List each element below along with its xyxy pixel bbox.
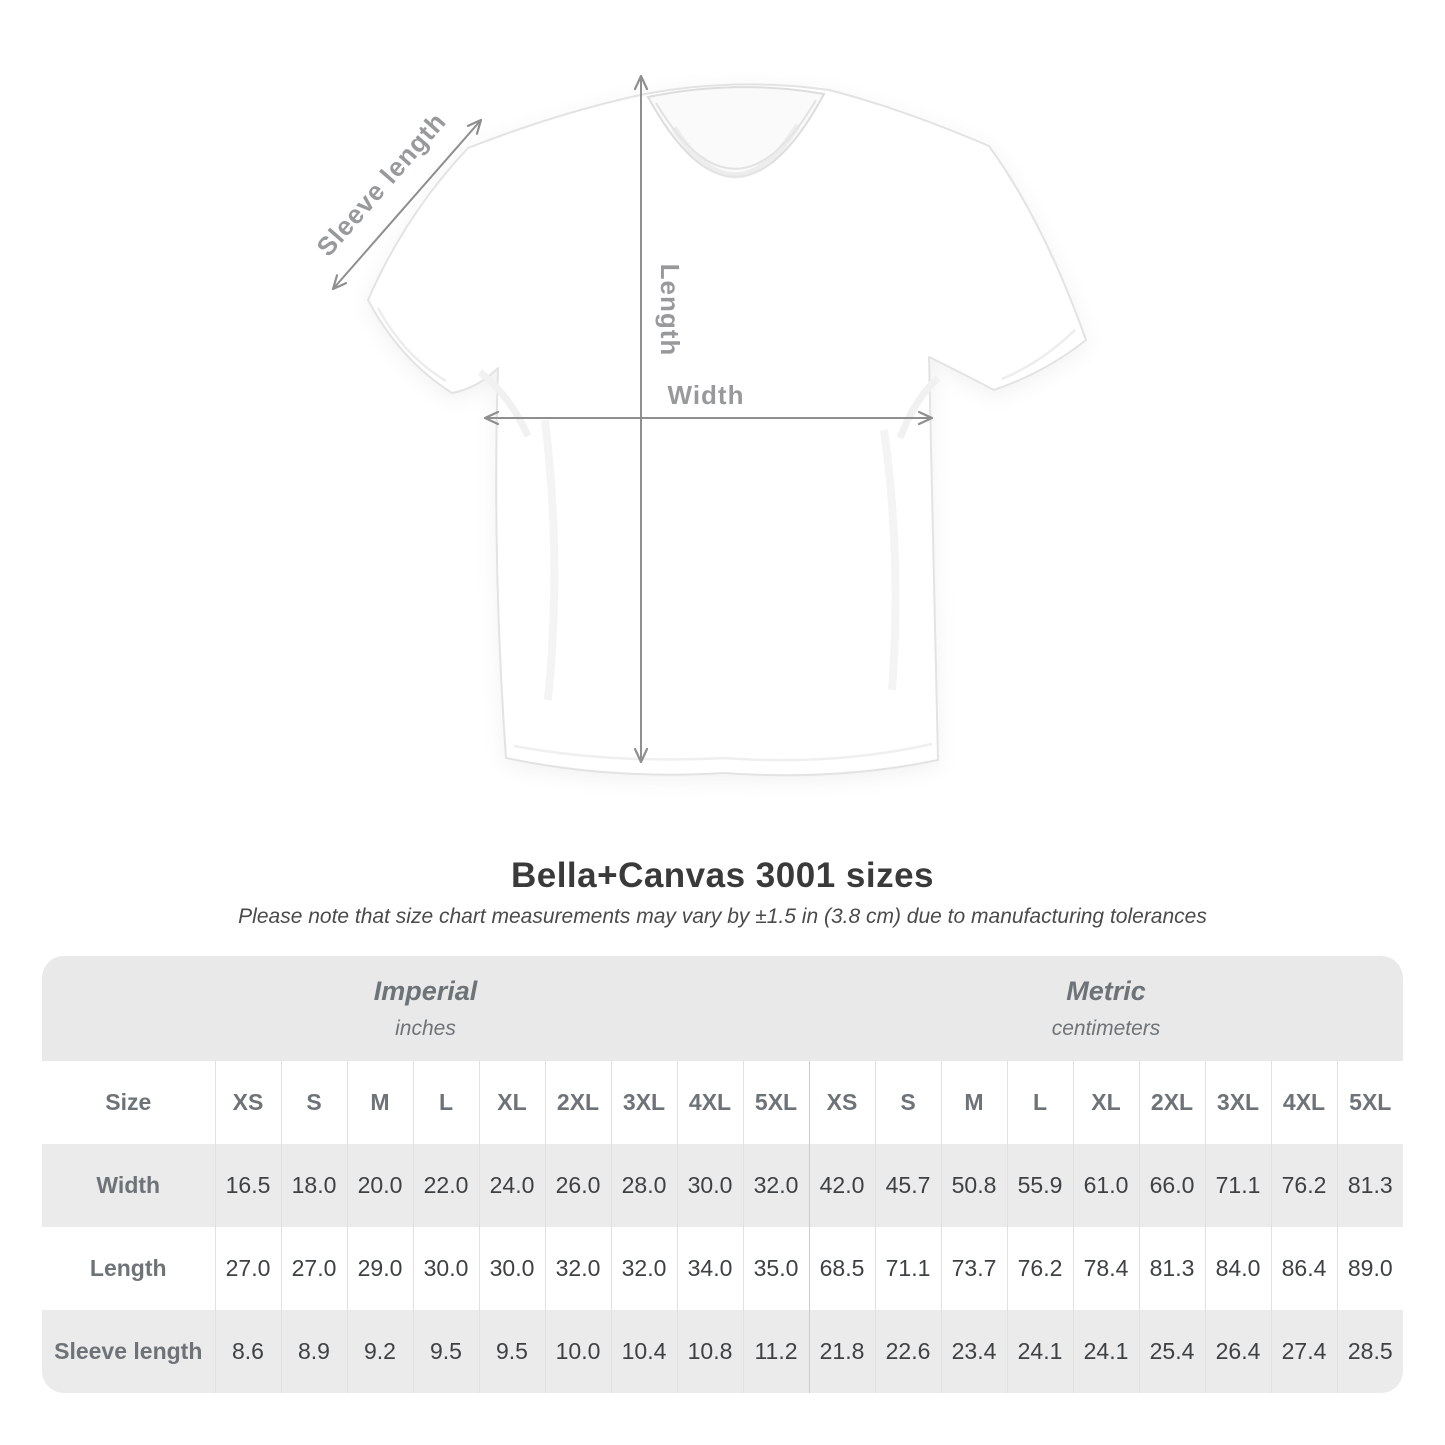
size-col-imperial-4xl: 4XL (676, 1061, 743, 1144)
size-table: Imperial inches Metric centimeters Size … (42, 956, 1403, 1393)
page-title: Bella+Canvas 3001 sizes (510, 856, 935, 895)
size-col-metric-xs: XS (808, 1061, 875, 1144)
imperial-unit: inches (395, 1017, 456, 1040)
length-label: Length (655, 264, 685, 357)
imperial-header: Imperial inches (42, 956, 809, 1061)
row-label-length: Length (89, 1255, 167, 1281)
metric-unit: centimeters (1051, 1017, 1161, 1040)
size-col-metric-l: L (1006, 1061, 1073, 1144)
size-col-imperial-2xl: 2XL (544, 1061, 611, 1144)
size-col-imperial-5xl: 5XL (742, 1061, 809, 1144)
size-col-imperial-l: L (412, 1061, 479, 1144)
table-row-sleeve-length: Sleeve length 8.6 8.9 9.2 9.5 9.5 10.0 1… (42, 1310, 1403, 1393)
imperial-label: Imperial (373, 976, 478, 1006)
table-row-width: Width 16.5 18.0 20.0 22.0 24.0 26.0 28.0… (42, 1144, 1403, 1227)
table-row-length: Length 27.0 27.0 29.0 30.0 30.0 32.0 32.… (42, 1227, 1403, 1310)
size-col-metric-xl: XL (1072, 1061, 1139, 1144)
row-label-width: Width (96, 1172, 161, 1198)
tolerance-note: Please note that size chart measurements… (238, 905, 1207, 928)
size-col-imperial-xl: XL (478, 1061, 545, 1144)
size-col-metric-s: S (874, 1061, 941, 1144)
size-col-metric-4xl: 4XL (1270, 1061, 1337, 1144)
metric-header: Metric centimeters (809, 956, 1403, 1061)
size-col-imperial-3xl: 3XL (610, 1061, 677, 1144)
size-col-metric-2xl: 2XL (1138, 1061, 1205, 1144)
sleeve-length-arrow (331, 118, 483, 291)
size-col-imperial-m: M (346, 1061, 413, 1144)
size-col-metric-m: M (940, 1061, 1007, 1144)
size-col-imperial-xs: XS (214, 1061, 281, 1144)
row-label-sleeve-length: Sleeve length (54, 1338, 203, 1364)
size-col-metric-3xl: 3XL (1204, 1061, 1271, 1144)
corner-label: Size (105, 1089, 152, 1115)
width-label: Width (668, 380, 745, 410)
size-col-imperial-s: S (280, 1061, 347, 1144)
metric-label: Metric (1066, 976, 1146, 1006)
tshirt-size-diagram: Length Width Sleeve length (310, 74, 1087, 777)
size-col-metric-5xl: 5XL (1336, 1061, 1403, 1144)
unit-band-row: Imperial inches Metric centimeters (42, 956, 1403, 1061)
size-header-row: Size XS S M L XL 2XL 3XL 4XL 5XL XS S M … (42, 1061, 1403, 1144)
tshirt-illustration (367, 83, 1087, 777)
